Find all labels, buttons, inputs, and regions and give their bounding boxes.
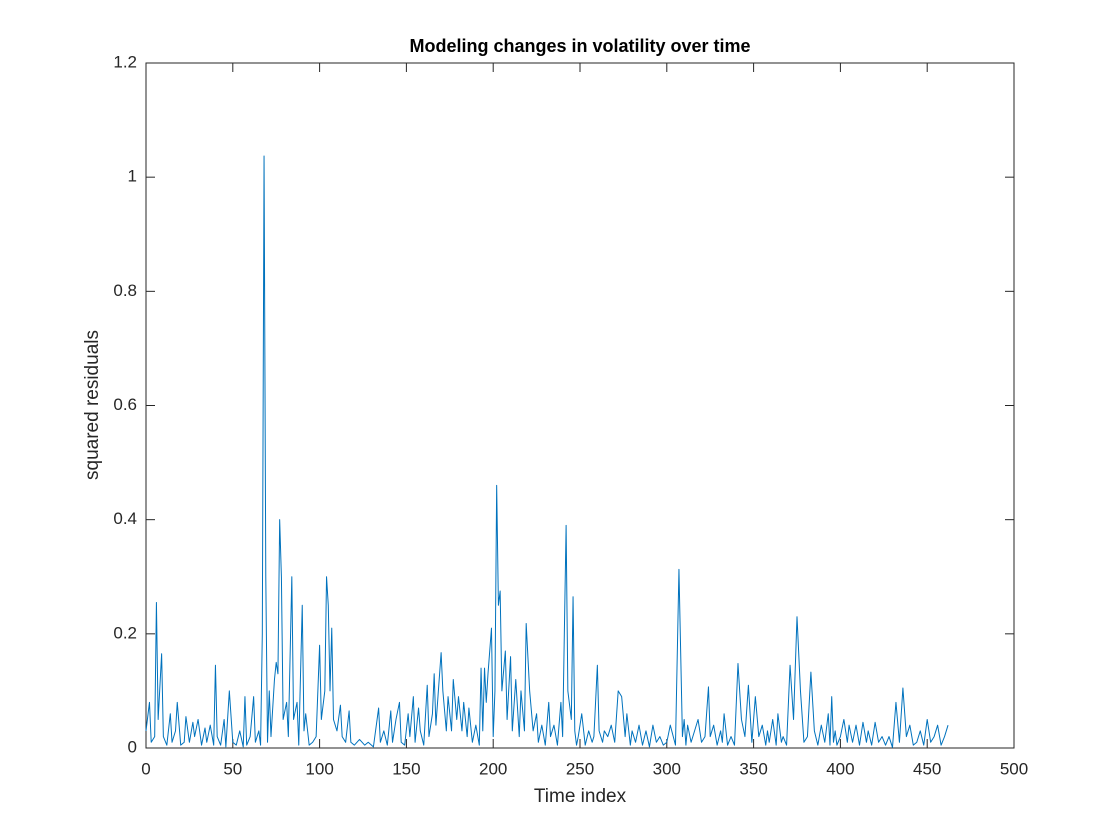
x-tick-label: 400 (826, 759, 854, 778)
y-tick-label: 1 (128, 167, 137, 186)
x-tick-label: 250 (566, 759, 594, 778)
y-tick-label: 0.6 (113, 395, 137, 414)
y-tick-label: 0.4 (113, 509, 137, 528)
y-tick-label: 1.2 (113, 52, 137, 71)
x-tick-label: 350 (739, 759, 767, 778)
x-axis-label: Time index (534, 786, 627, 807)
data-line (145, 155, 949, 748)
x-tick-label: 0 (141, 759, 150, 778)
x-tick-label: 100 (305, 759, 333, 778)
x-tick-label: 500 (1000, 759, 1028, 778)
x-tick-label: 50 (223, 759, 242, 778)
chart-title: Modeling changes in volatility over time (409, 36, 750, 56)
y-tick-label: 0.2 (113, 623, 137, 642)
y-tick-label: 0 (128, 737, 137, 756)
x-tick-label: 450 (913, 759, 941, 778)
x-tick-label: 300 (653, 759, 681, 778)
y-axis-label: squared residuals (82, 330, 103, 480)
x-tick-label: 200 (479, 759, 507, 778)
x-tick-label: 150 (392, 759, 420, 778)
y-tick-label: 0.8 (113, 281, 137, 300)
